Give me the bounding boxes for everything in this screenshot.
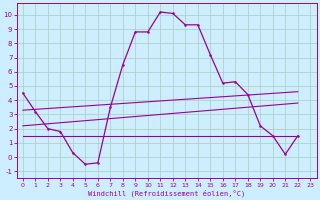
X-axis label: Windchill (Refroidissement éolien,°C): Windchill (Refroidissement éolien,°C) [88,189,245,197]
